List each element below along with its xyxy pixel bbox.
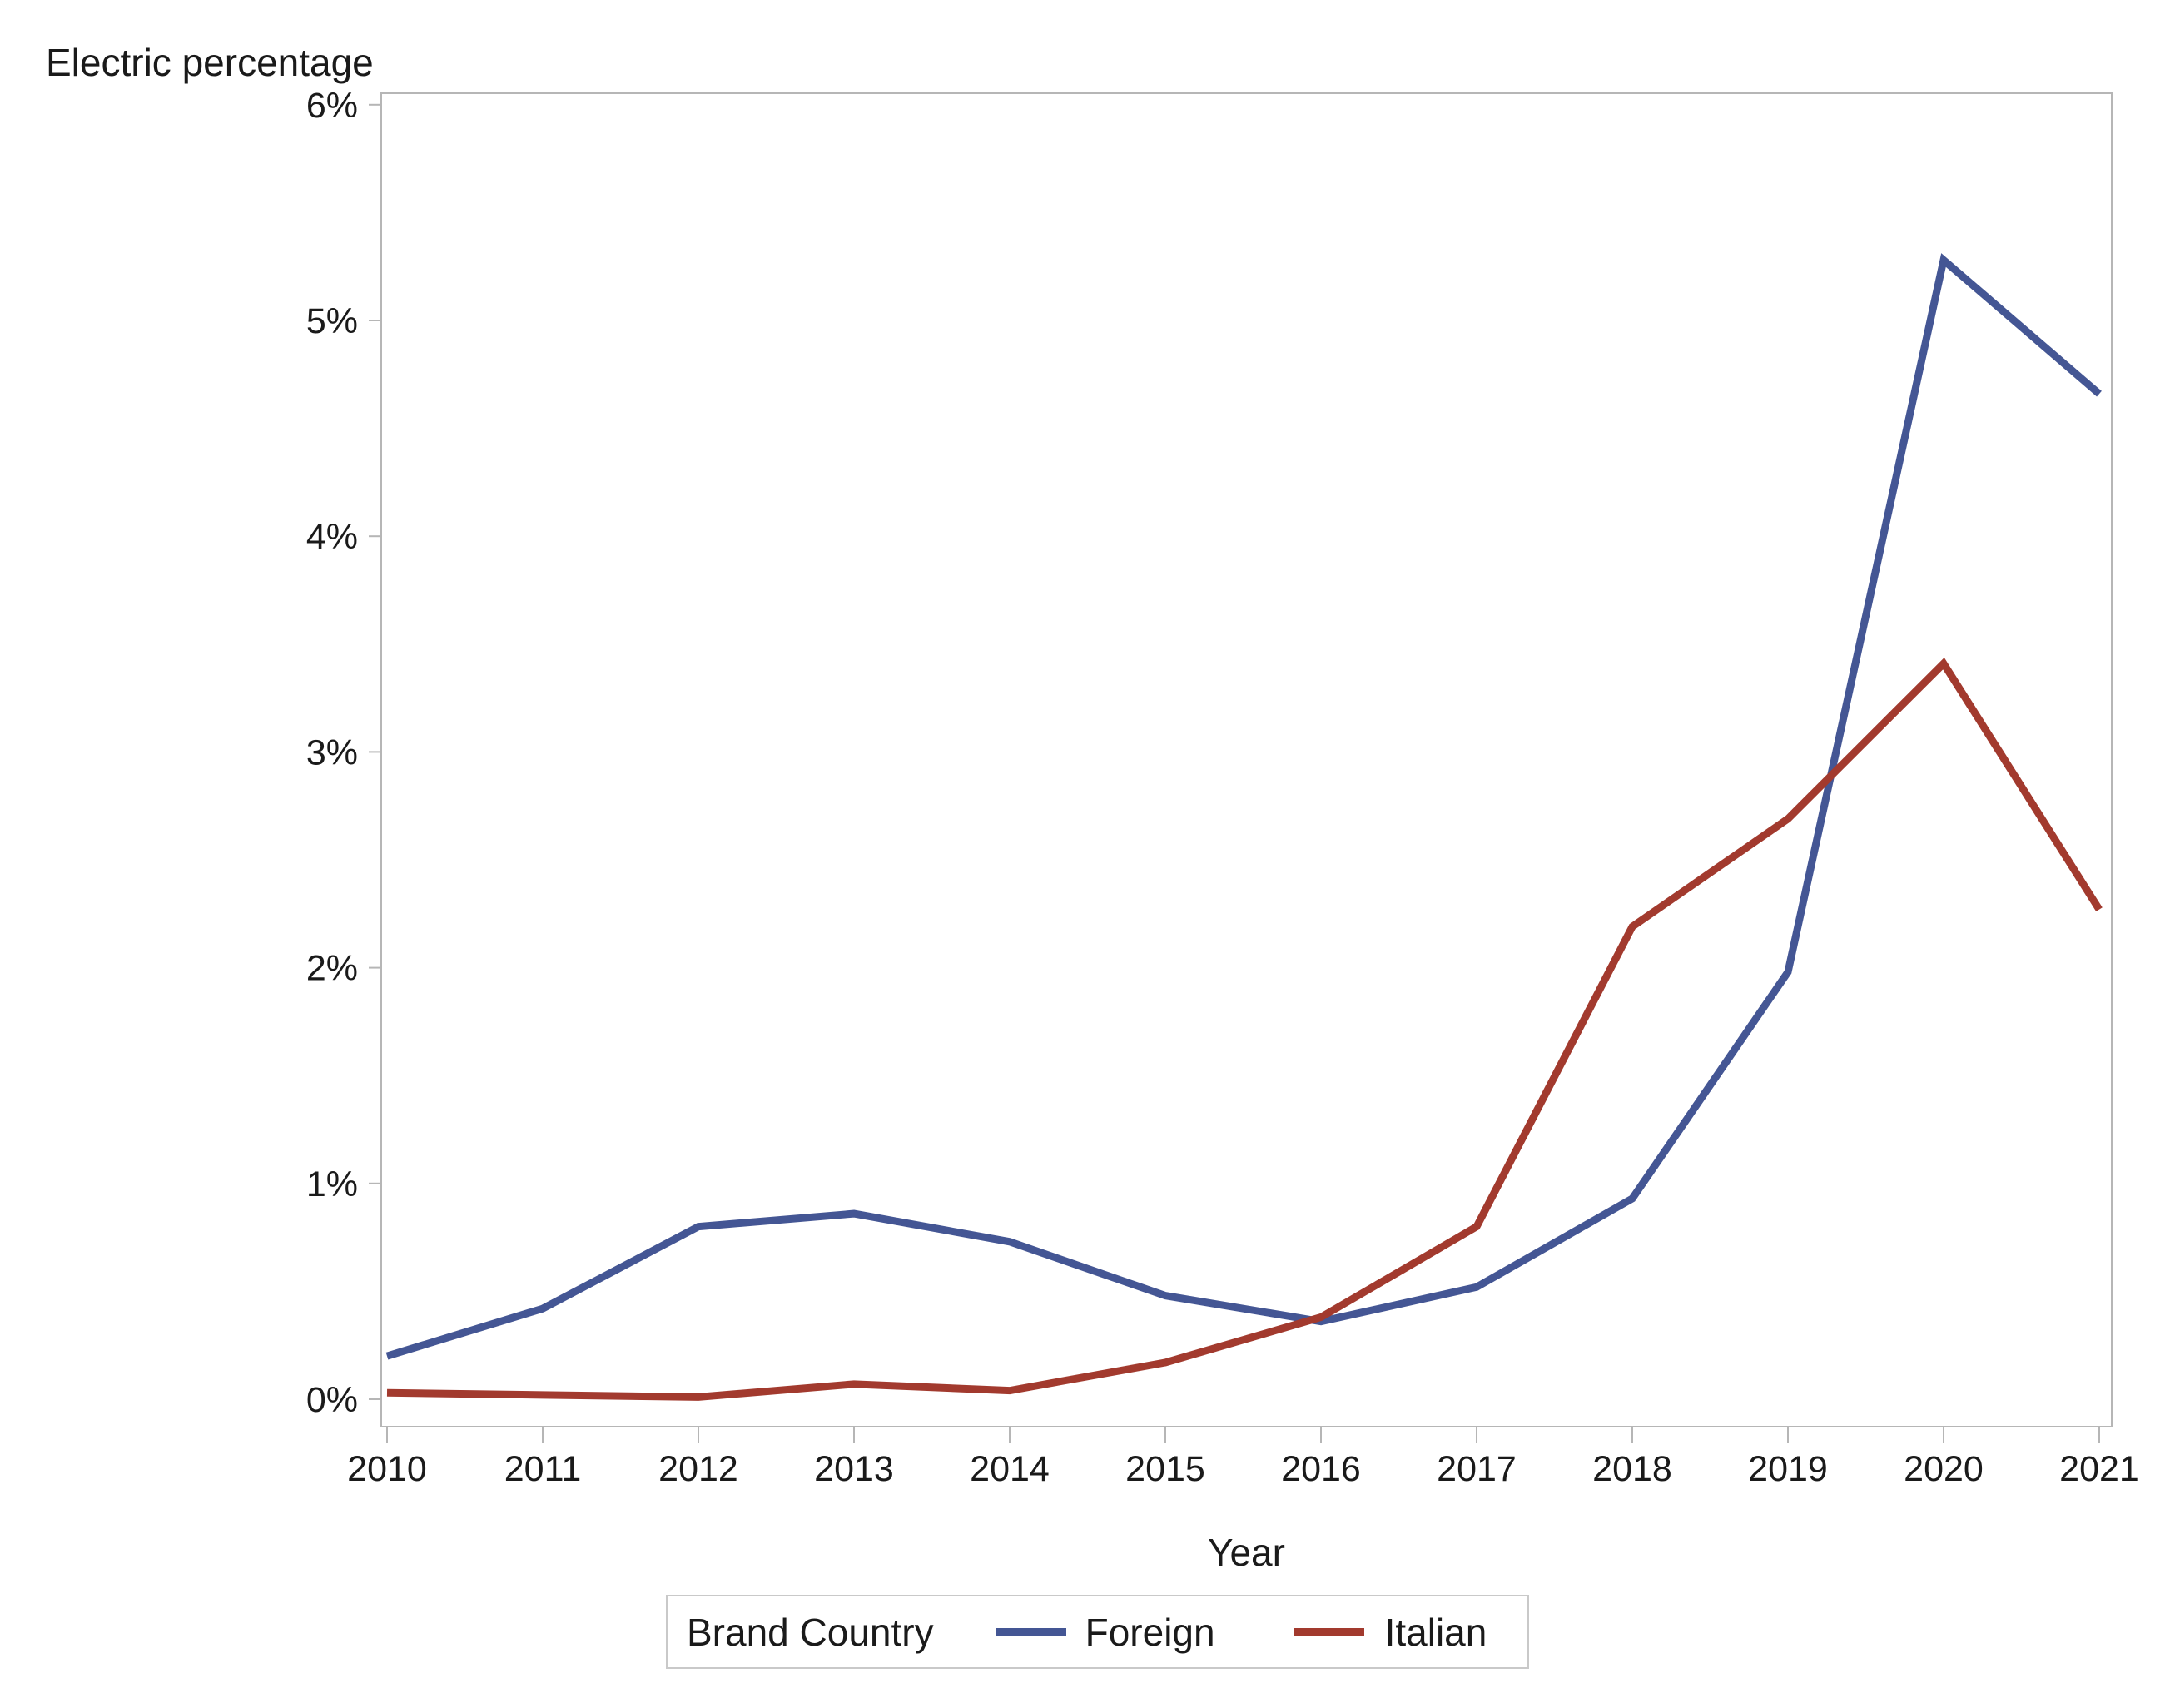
y-axis-title: Electric percentage bbox=[46, 41, 374, 84]
y-tick-label: 4% bbox=[306, 517, 358, 557]
legend-label-italian: Italian bbox=[1384, 1610, 1487, 1654]
y-tick-label: 0% bbox=[306, 1380, 358, 1420]
x-tick-label: 2015 bbox=[1125, 1449, 1205, 1489]
x-tick-label: 2019 bbox=[1748, 1449, 1828, 1489]
x-tick-label: 2012 bbox=[658, 1449, 738, 1489]
y-tick-label: 5% bbox=[306, 301, 358, 341]
x-tick-label: 2011 bbox=[504, 1449, 581, 1489]
y-tick-label: 6% bbox=[306, 86, 358, 126]
x-tick-label: 2010 bbox=[347, 1449, 427, 1489]
x-axis-ticks: 2010 2011 2012 2013 2014 2015 2016 2017 2018 2019… bbox=[347, 1427, 2139, 1489]
foreign-line-swatch-icon bbox=[996, 1628, 1066, 1636]
y-tick-label: 3% bbox=[306, 732, 358, 772]
y-tick-label: 2% bbox=[306, 949, 358, 989]
series-line-italian bbox=[386, 657, 2103, 1401]
x-tick-label: 2020 bbox=[1904, 1449, 1984, 1489]
legend-title: Brand Country bbox=[687, 1610, 934, 1654]
legend-label-foreign: Foreign bbox=[1085, 1610, 1215, 1654]
y-axis-ticks: 0% 1% 2% 3% 4% 5% 6% bbox=[306, 86, 381, 1420]
x-tick-label: 2021 bbox=[2059, 1449, 2139, 1489]
x-tick-label: 2018 bbox=[1592, 1449, 1672, 1489]
x-tick-label: 2014 bbox=[970, 1449, 1050, 1489]
y-tick-label: 1% bbox=[306, 1164, 358, 1204]
italian-line-swatch-icon bbox=[1294, 1628, 1364, 1636]
x-tick-label: 2016 bbox=[1281, 1449, 1361, 1489]
x-tick-label: 2013 bbox=[814, 1449, 894, 1489]
legend: Brand Country Foreign Italian bbox=[666, 1595, 1529, 1669]
series-line-foreign bbox=[385, 253, 2102, 1360]
x-axis-title: Year bbox=[1208, 1531, 1285, 1574]
x-tick-label: 2017 bbox=[1437, 1449, 1517, 1489]
plot-border bbox=[380, 92, 2113, 1427]
series-lines bbox=[385, 253, 2103, 1401]
